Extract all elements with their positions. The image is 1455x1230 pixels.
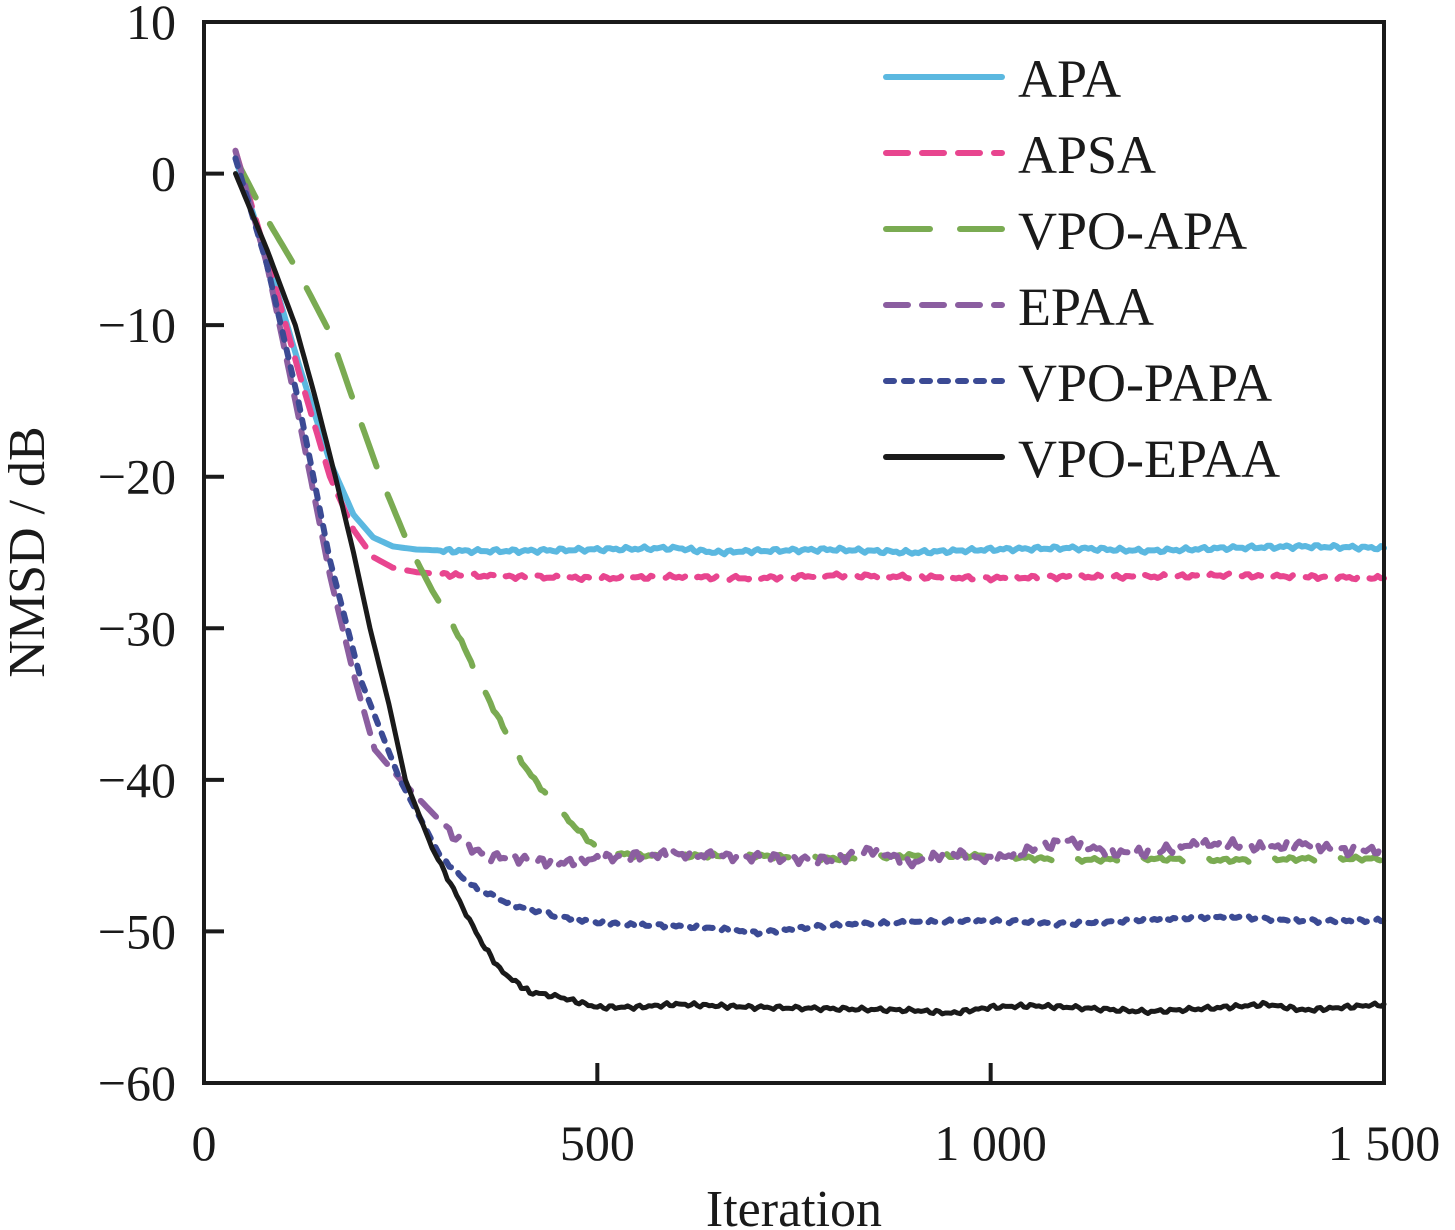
x-axis-ticks: 0 500 1 000 1 500 [192, 1063, 1441, 1171]
y-tick-label: −50 [98, 903, 176, 959]
legend: APA APSA VPO-APA EPAA VPO-PAPA VPO-EPAA [883, 49, 1280, 489]
y-tick-label: −60 [98, 1055, 176, 1111]
y-axis-title: NMSD / dB [0, 426, 56, 677]
series-line-epaa [232, 147, 1387, 870]
series-line-vpo-epaa [233, 171, 1387, 1017]
y-axis-ticks: 10 0 −10 −20 −30 −40 −50 −60 [98, 0, 224, 1111]
y-tick-label: −10 [98, 297, 176, 353]
x-tick-label: 1 000 [934, 1115, 1047, 1171]
legend-label-vpo-papa: VPO-PAPA [1018, 353, 1272, 413]
series-line-apa [232, 155, 1387, 558]
series-layer [232, 147, 1387, 1017]
legend-label-vpo-epaa: VPO-EPAA [1018, 429, 1280, 489]
x-tick-label: 500 [560, 1115, 635, 1171]
y-tick-label: 0 [151, 146, 176, 202]
legend-label-apa: APA [1018, 49, 1121, 109]
y-tick-label: 10 [126, 0, 176, 50]
legend-label-epaa: EPAA [1018, 277, 1154, 337]
x-tick-label: 1 500 [1328, 1115, 1441, 1171]
series-line-vpo-apa [232, 155, 1387, 865]
plot-frame [202, 20, 1386, 1085]
x-tick-label: 0 [192, 1115, 217, 1171]
legend-label-apsa: APSA [1018, 125, 1156, 185]
x-axis-title: Iteration [706, 1181, 882, 1230]
legend-label-vpo-apa: VPO-APA [1018, 201, 1247, 261]
y-tick-label: −40 [98, 752, 176, 808]
y-tick-label: −20 [98, 449, 176, 505]
y-tick-label: −30 [98, 600, 176, 656]
